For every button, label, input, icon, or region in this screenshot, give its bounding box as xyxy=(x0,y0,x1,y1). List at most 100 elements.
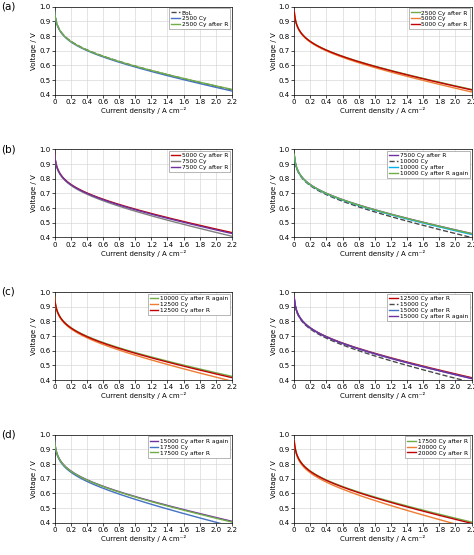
7500 Cy after R xyxy=(52,151,57,158)
2500 Cy xyxy=(52,8,57,14)
Text: (b): (b) xyxy=(1,144,16,154)
15000 Cy after R xyxy=(362,347,367,354)
12500 Cy after R xyxy=(292,294,297,300)
15000 Cy after R again xyxy=(181,506,186,513)
X-axis label: Current density / A cm⁻²: Current density / A cm⁻² xyxy=(340,107,426,114)
Y-axis label: Voltage / V: Voltage / V xyxy=(271,174,277,212)
Line: BoL: BoL xyxy=(55,11,232,90)
Text: (a): (a) xyxy=(1,1,16,11)
Line: 10000 Cy after: 10000 Cy after xyxy=(294,154,472,234)
12500 Cy xyxy=(122,349,128,355)
15000 Cy after R again xyxy=(362,347,367,354)
7500 Cy after R xyxy=(180,219,185,225)
20000 Cy xyxy=(362,494,367,501)
17500 Cy after R xyxy=(180,507,185,513)
12500 Cy after R xyxy=(362,347,367,354)
10000 Cy xyxy=(403,218,409,224)
17500 Cy after R xyxy=(292,437,297,443)
Line: 17500 Cy after R: 17500 Cy after R xyxy=(55,440,232,522)
Line: 2500 Cy: 2500 Cy xyxy=(55,11,232,91)
10000 Cy after R again xyxy=(313,185,319,191)
X-axis label: Current density / A cm⁻²: Current density / A cm⁻² xyxy=(100,535,186,542)
7500 Cy xyxy=(122,205,128,211)
10000 Cy after R again xyxy=(349,200,355,206)
7500 Cy xyxy=(181,221,186,228)
X-axis label: Current density / A cm⁻²: Current density / A cm⁻² xyxy=(340,392,426,400)
5000 Cy after R xyxy=(180,218,185,225)
7500 Cy after R xyxy=(313,185,319,191)
17500 Cy after R xyxy=(73,471,79,478)
2500 Cy xyxy=(181,77,186,83)
7500 Cy after R xyxy=(292,151,297,158)
17500 Cy xyxy=(109,488,115,495)
Line: 10000 Cy: 10000 Cy xyxy=(294,155,472,238)
20000 Cy xyxy=(403,507,409,513)
10000 Cy after R again xyxy=(229,373,235,380)
17500 Cy after R xyxy=(349,487,355,493)
20000 Cy after R xyxy=(403,503,409,510)
12500 Cy xyxy=(73,329,79,335)
BoL xyxy=(52,7,57,14)
10000 Cy after R again xyxy=(164,357,169,364)
17500 Cy xyxy=(181,510,186,517)
15000 Cy after R xyxy=(469,375,474,382)
12500 Cy after R xyxy=(52,294,57,300)
Line: 7500 Cy: 7500 Cy xyxy=(55,154,232,236)
15000 Cy after R again xyxy=(180,506,185,513)
7500 Cy after R xyxy=(420,219,426,225)
10000 Cy after R again xyxy=(122,346,128,353)
10000 Cy after xyxy=(419,219,425,226)
2500 Cy xyxy=(180,76,185,83)
Y-axis label: Voltage / V: Voltage / V xyxy=(31,317,37,355)
20000 Cy xyxy=(349,490,355,496)
17500 Cy after R xyxy=(109,487,115,493)
5000 Cy after R xyxy=(292,8,297,14)
Text: (c): (c) xyxy=(1,287,15,297)
17500 Cy after R xyxy=(419,507,425,513)
15000 Cy after R xyxy=(313,328,319,335)
12500 Cy after R xyxy=(181,363,186,370)
Y-axis label: Voltage / V: Voltage / V xyxy=(271,460,277,498)
20000 Cy xyxy=(419,512,425,518)
12500 Cy after R xyxy=(180,362,185,369)
2500 Cy after R xyxy=(420,75,426,82)
17500 Cy after R xyxy=(362,491,367,497)
Line: 17500 Cy after R: 17500 Cy after R xyxy=(294,440,472,522)
BoL xyxy=(109,56,115,63)
7500 Cy after R xyxy=(164,215,169,221)
Legend: 17500 Cy after R, 20000 Cy, 20000 Cy after R: 17500 Cy after R, 20000 Cy, 20000 Cy aft… xyxy=(405,436,470,457)
10000 Cy after R again xyxy=(52,294,57,300)
12500 Cy xyxy=(181,366,186,372)
15000 Cy after R again xyxy=(313,328,319,335)
X-axis label: Current density / A cm⁻²: Current density / A cm⁻² xyxy=(340,250,426,256)
10000 Cy xyxy=(362,205,367,212)
Line: 2500 Cy after R: 2500 Cy after R xyxy=(294,11,472,89)
15000 Cy after R xyxy=(420,364,426,370)
10000 Cy xyxy=(419,222,425,229)
10000 Cy xyxy=(292,152,297,158)
5000 Cy after R xyxy=(109,199,115,206)
2500 Cy after R xyxy=(313,41,319,48)
20000 Cy after R xyxy=(313,472,319,478)
17500 Cy xyxy=(122,493,128,500)
10000 Cy after R again xyxy=(362,204,367,210)
17500 Cy xyxy=(73,472,79,479)
10000 Cy after xyxy=(313,185,319,191)
10000 Cy after R again xyxy=(469,230,474,237)
10000 Cy after R again xyxy=(419,219,425,225)
10000 Cy after R again xyxy=(73,327,79,334)
20000 Cy xyxy=(292,438,297,445)
15000 Cy after R again xyxy=(73,471,79,477)
12500 Cy after R xyxy=(122,347,128,354)
17500 Cy xyxy=(52,438,57,445)
5000 Cy after R xyxy=(419,75,425,82)
BoL xyxy=(180,75,185,82)
5000 Cy after R xyxy=(122,203,128,209)
15000 Cy after R again xyxy=(229,518,235,524)
2500 Cy xyxy=(229,88,235,94)
Line: 10000 Cy after R again: 10000 Cy after R again xyxy=(294,154,472,234)
7500 Cy xyxy=(109,201,115,208)
7500 Cy after R xyxy=(349,199,355,206)
15000 Cy xyxy=(349,345,355,352)
20000 Cy after R xyxy=(420,508,426,514)
